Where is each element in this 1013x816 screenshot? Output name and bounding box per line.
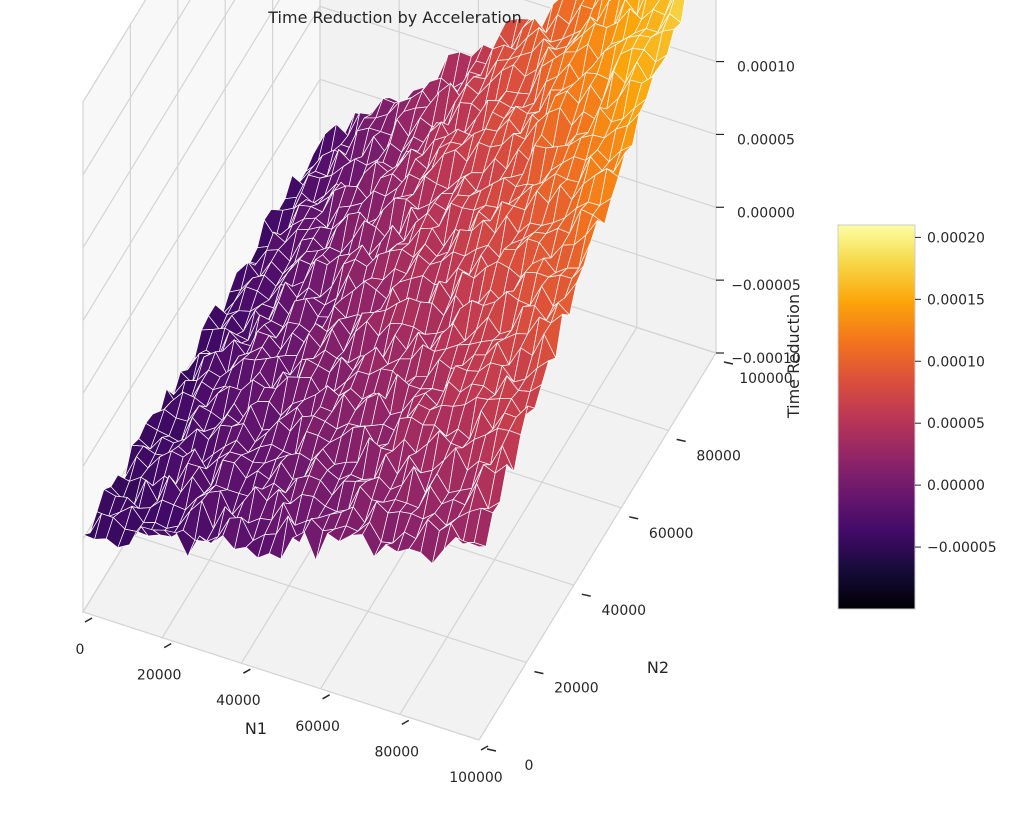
y-tick-label: 100000	[739, 371, 792, 387]
colorbar-tick-label: 0.00010	[927, 354, 985, 370]
y-tick-label: 40000	[602, 603, 647, 619]
y-tick	[581, 593, 591, 597]
z-axis-label: Time Reduction	[784, 294, 803, 419]
colorbar-tick-label: 0.00015	[927, 292, 985, 308]
y-axis-label: N2	[647, 658, 669, 677]
y-tick-label: 0	[525, 758, 534, 774]
y-tick-label: 80000	[696, 448, 741, 464]
x-tick	[480, 745, 489, 751]
x-axis-label: N1	[245, 719, 267, 738]
x-tick-label: 20000	[137, 668, 182, 684]
y-tick	[534, 670, 544, 675]
z-tick-label: −0.00005	[731, 278, 801, 294]
x-tick	[163, 642, 172, 649]
y-tick-label: 60000	[649, 526, 694, 542]
z-gridline	[82, 0, 191, 176]
colorbar-tick-label: −0.00005	[927, 540, 997, 556]
colorbar-tick-label: 0.00020	[927, 230, 985, 246]
x-tick	[243, 668, 251, 674]
z-tick-label: 0.00005	[737, 132, 795, 148]
x-tick	[401, 719, 410, 726]
x-tick-label: 40000	[216, 693, 261, 709]
surface-mesh	[81, 0, 686, 565]
colorbar-tick-label: 0.00005	[927, 416, 985, 432]
axis-ticks: 0 20000 40000 60000 80000 100000 0 20000 40000 60…	[76, 0, 801, 786]
x-tick-label: 60000	[295, 719, 340, 735]
y-tick-label: 20000	[554, 681, 599, 697]
y-tick	[629, 516, 639, 520]
chart-title: Time Reduction by Acceleration	[268, 8, 522, 27]
axis-labels: N1 N2 Time Reduction	[245, 294, 803, 738]
y-tick	[676, 438, 686, 443]
x-tick	[84, 617, 93, 623]
x-tick-label: 80000	[375, 744, 420, 760]
z-tick-label: 0.00000	[737, 205, 795, 221]
z-tick-label: 0.00015	[737, 0, 795, 3]
x-tick	[322, 694, 330, 700]
surface-face	[467, 542, 487, 548]
x-tick-label: 100000	[449, 770, 502, 786]
y-tick	[486, 748, 497, 752]
x-tick-label: 0	[76, 642, 85, 658]
z-tick-label: 0.00010	[737, 60, 795, 76]
colorbar-gradient	[837, 224, 916, 610]
z-tick-label: −0.00010	[731, 351, 801, 367]
colorbar-tick-label: 0.00000	[927, 478, 985, 494]
y-tick	[723, 361, 734, 365]
colorbar: −0.00005 0.00000 0.00005 0.00010 0.00015 0.00…	[837, 224, 997, 610]
z-gridline	[82, 0, 236, 249]
